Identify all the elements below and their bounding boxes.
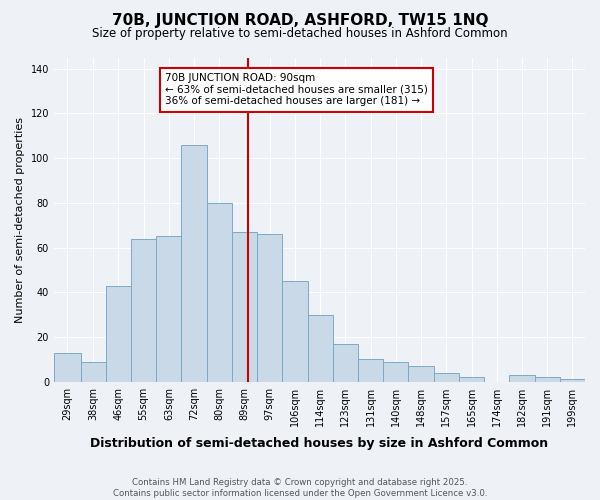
Text: Size of property relative to semi-detached houses in Ashford Common: Size of property relative to semi-detach…: [92, 28, 508, 40]
Y-axis label: Number of semi-detached properties: Number of semi-detached properties: [15, 116, 25, 322]
Bar: [257, 234, 283, 382]
Bar: [54, 352, 80, 382]
Bar: [308, 314, 333, 382]
Bar: [509, 375, 535, 382]
Bar: [459, 377, 484, 382]
Bar: [80, 362, 106, 382]
Bar: [156, 236, 181, 382]
Bar: [333, 344, 358, 382]
Bar: [358, 360, 383, 382]
Bar: [207, 203, 232, 382]
Bar: [560, 380, 585, 382]
Text: 70B, JUNCTION ROAD, ASHFORD, TW15 1NQ: 70B, JUNCTION ROAD, ASHFORD, TW15 1NQ: [112, 12, 488, 28]
Bar: [181, 144, 207, 382]
Bar: [535, 377, 560, 382]
Bar: [409, 366, 434, 382]
Bar: [434, 372, 459, 382]
X-axis label: Distribution of semi-detached houses by size in Ashford Common: Distribution of semi-detached houses by …: [91, 437, 548, 450]
Bar: [131, 238, 156, 382]
Text: Contains HM Land Registry data © Crown copyright and database right 2025.
Contai: Contains HM Land Registry data © Crown c…: [113, 478, 487, 498]
Bar: [106, 286, 131, 382]
Bar: [283, 281, 308, 382]
Bar: [232, 232, 257, 382]
Bar: [383, 362, 409, 382]
Text: 70B JUNCTION ROAD: 90sqm
← 63% of semi-detached houses are smaller (315)
36% of : 70B JUNCTION ROAD: 90sqm ← 63% of semi-d…: [165, 73, 428, 106]
